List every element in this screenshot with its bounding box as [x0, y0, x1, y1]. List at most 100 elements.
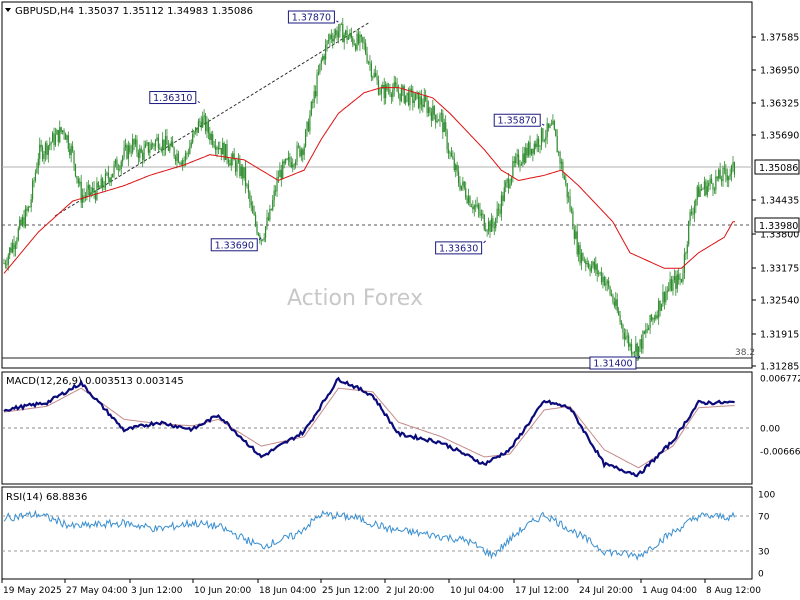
- candle-body: [517, 154, 520, 166]
- candle-body: [415, 93, 417, 101]
- candle-body: [11, 243, 14, 253]
- candle-body: [226, 143, 228, 160]
- candle-body: [200, 121, 202, 128]
- candle-body: [605, 283, 607, 286]
- candle-body: [84, 195, 87, 197]
- candle-body: [598, 273, 600, 274]
- time-axis: 19 May 2025 27 May 04:00 3 Jun 12:00 10 Jun…: [1, 579, 761, 596]
- candle-body: [705, 181, 707, 195]
- candle-body: [489, 221, 491, 232]
- candle-body: [487, 221, 490, 231]
- candle-body: [505, 182, 507, 188]
- candle-body: [410, 88, 412, 91]
- candle-body: [656, 315, 658, 318]
- candle-body: [475, 205, 477, 207]
- candle-body: [244, 167, 247, 186]
- candle-body: [134, 139, 137, 145]
- candle-body: [676, 274, 678, 289]
- candle-body: [387, 89, 390, 91]
- candle-body: [652, 318, 654, 321]
- candle-body: [560, 161, 563, 164]
- candle-body: [297, 145, 300, 147]
- candle-body: [299, 146, 301, 157]
- candle-body: [578, 245, 580, 255]
- candle-body: [668, 288, 670, 291]
- candle-body: [660, 304, 663, 311]
- price-tick-label: 1.35690: [760, 131, 799, 142]
- candle-body: [246, 184, 248, 186]
- candle-body: [492, 218, 494, 228]
- candle-body: [565, 179, 567, 184]
- candle-body: [264, 226, 267, 238]
- candle-body: [3, 263, 5, 264]
- candle-body: [129, 145, 131, 152]
- candle-body: [323, 55, 325, 60]
- candle-body: [329, 34, 331, 40]
- candle-body: [640, 339, 643, 349]
- candle-body: [21, 217, 24, 225]
- candle-body: [56, 130, 58, 135]
- candle-body: [83, 195, 85, 197]
- candle-body: [274, 190, 277, 192]
- candle-body: [558, 151, 560, 153]
- candle-body: [643, 331, 645, 334]
- candle-body: [659, 300, 661, 311]
- candle-body: [103, 186, 105, 188]
- candle-body: [40, 144, 42, 148]
- candle-body: [429, 107, 431, 113]
- candle-body: [146, 142, 148, 145]
- candle-body: [270, 208, 272, 210]
- rsi-title: RSI(14) 68.8836: [6, 492, 87, 503]
- candle-body: [223, 142, 225, 160]
- candle-body: [480, 213, 483, 216]
- rsi-tick-label: 70: [758, 513, 770, 523]
- candle-body: [163, 139, 165, 150]
- candle-body: [642, 331, 644, 349]
- annotation-leader: [258, 237, 262, 241]
- candle-body: [703, 181, 706, 189]
- candle-body: [710, 178, 713, 184]
- candle-body: [41, 147, 44, 159]
- price-tick-label: 1.32540: [760, 296, 799, 307]
- candle-body: [449, 152, 451, 154]
- candle-body: [446, 130, 448, 150]
- candle-body: [417, 92, 420, 108]
- candle-body: [353, 44, 355, 46]
- candle-body: [36, 167, 38, 173]
- candle-body: [243, 167, 245, 179]
- candle-body: [718, 169, 720, 179]
- price-tick-label: 1.37585: [760, 33, 799, 44]
- candle-body: [307, 121, 310, 132]
- candle-body: [16, 240, 18, 245]
- candle-body: [86, 189, 88, 197]
- candle-body: [696, 186, 698, 200]
- dropdown-icon[interactable]: [5, 8, 11, 12]
- annotation-box: [493, 113, 541, 127]
- candle-body: [713, 189, 716, 191]
- candle-body: [732, 162, 734, 166]
- candle-body: [499, 209, 501, 214]
- annotation-box: [589, 356, 637, 370]
- candle-body: [395, 82, 397, 86]
- candle-body: [9, 247, 11, 256]
- candle-body: [618, 310, 620, 316]
- candle-body: [320, 60, 322, 64]
- macd-line: [3, 376, 735, 478]
- candle-body: [538, 138, 540, 147]
- candle-body: [675, 276, 677, 289]
- candle-body: [306, 121, 308, 131]
- candle-body: [256, 224, 258, 234]
- candle-body: [310, 102, 312, 116]
- candle-body: [419, 96, 421, 108]
- time-tick-label: 1 Aug 04:00: [642, 586, 697, 596]
- time-tick-label: 2 Jul 20:00: [386, 586, 435, 596]
- candle-body: [426, 100, 428, 113]
- candle-body: [437, 120, 440, 122]
- candle-body: [295, 161, 297, 166]
- candle-body: [592, 261, 594, 266]
- macd-tick-label: -0.006667: [760, 448, 800, 458]
- candle-body: [728, 176, 730, 181]
- candle-body: [187, 153, 189, 155]
- price-axis: 1.37585 1.36950 1.36325 1.35690 1.34435 1.338…: [752, 33, 799, 373]
- rsi-tick-label: 0: [758, 570, 764, 580]
